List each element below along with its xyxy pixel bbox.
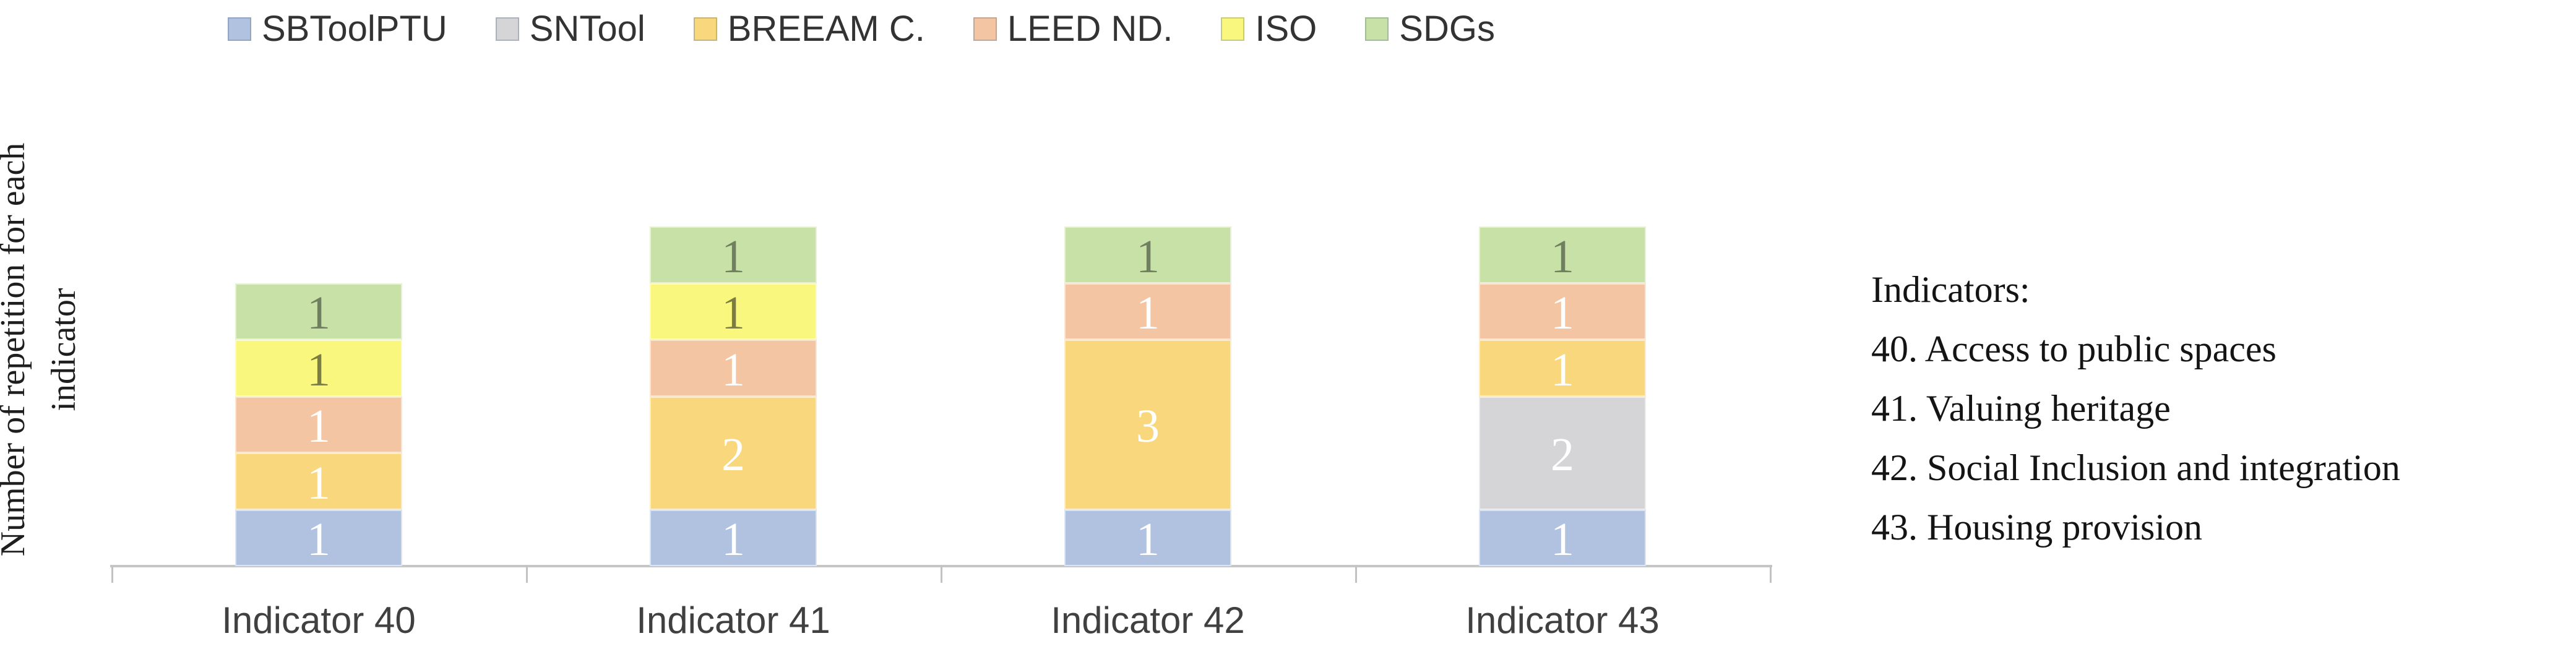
legend-swatch-icon [1365, 17, 1389, 41]
bar-value-label: 1 [307, 457, 330, 509]
legend-label: ISO [1255, 9, 1317, 49]
bar-value-label: 1 [307, 343, 330, 396]
legend-item: SNTool [495, 9, 645, 49]
indicator-note-item: 42. Social Inclusion and integration [1871, 447, 2400, 488]
bar-segment: 1 [1479, 283, 1646, 340]
bar-segment: 1 [235, 283, 402, 340]
legend-item: BREEAM C. [693, 9, 925, 49]
bar-value-label: 1 [722, 230, 745, 283]
bar-value-label: 3 [1136, 400, 1160, 453]
legend-swatch-icon [228, 17, 251, 41]
y-axis-title: Number of repetition for each indicator [0, 71, 91, 628]
bar-value-label: 2 [1551, 429, 1574, 481]
legend-label: SDGs [1399, 9, 1495, 49]
x-axis-tick [1770, 566, 1772, 583]
bar-segment: 1 [650, 509, 817, 566]
x-category-label: Indicator 41 [636, 600, 830, 641]
bar-segment: 1 [235, 509, 402, 566]
legend-label: SBToolPTU [262, 9, 447, 49]
indicator-note-title: Indicators: [1871, 269, 2030, 310]
bar-segment: 1 [1064, 509, 1231, 566]
x-axis-tick [941, 566, 942, 583]
bar-segment: 1 [235, 396, 402, 453]
legend-item: SDGs [1365, 11, 1495, 47]
x-category-label: Indicator 43 [1465, 600, 1660, 641]
indicator-note-items: 40. Access to public spaces 41. Valuing h… [1871, 319, 2400, 557]
bar-value-label: 1 [1551, 343, 1574, 396]
bar-segment: 1 [235, 340, 402, 397]
bar-segment: 1 [650, 340, 817, 397]
bar-value-label: 1 [1551, 287, 1574, 340]
bar-segment: 1 [1479, 340, 1646, 397]
bar-value-label: 1 [307, 287, 330, 340]
chart-legend: SBToolPTU SNTool BREEAM C. LEED ND. ISO SDGs [228, 11, 1495, 47]
bar-value-label: 1 [1136, 287, 1160, 340]
bar-value-label: 1 [307, 514, 330, 566]
bar-value-label: 1 [307, 400, 330, 453]
legend-label: BREEAM C. [727, 9, 925, 49]
indicator-note-item: 40. Access to public spaces [1871, 329, 2277, 369]
bar-segment: 1 [1064, 226, 1231, 283]
indicator-note-item: 43. Housing provision [1871, 507, 2203, 548]
bar-value-label: 1 [1551, 514, 1574, 566]
legend-label: LEED ND. [1007, 9, 1173, 49]
bar-value-label: 1 [722, 287, 745, 340]
legend-swatch-icon [1221, 17, 1245, 41]
indicator-note: Indicators: 40. Access to public spaces 4… [1871, 260, 2400, 557]
legend-swatch-icon [973, 17, 997, 41]
bar-segment: 3 [1064, 340, 1231, 510]
bar-segment: 1 [1064, 283, 1231, 340]
bar-segment: 1 [1479, 509, 1646, 566]
bar-segment: 1 [235, 453, 402, 510]
legend-label: SNTool [529, 9, 645, 49]
legend-item: ISO [1221, 11, 1317, 47]
bar-segment: 2 [1479, 396, 1646, 510]
bar-value-label: 2 [722, 429, 745, 481]
indicator-note-item: 41. Valuing heritage [1871, 388, 2171, 429]
legend-swatch-icon [693, 17, 717, 41]
bar-segment: 1 [650, 283, 817, 340]
bar-value-label: 1 [1136, 230, 1160, 283]
x-category-label: Indicator 42 [1051, 600, 1245, 641]
y-axis-title-text: Number of repetition for each indicator [0, 142, 83, 557]
bar-value-label: 1 [722, 343, 745, 396]
bar-segment: 1 [650, 226, 817, 283]
bar-segment: 1 [1479, 226, 1646, 283]
x-axis-tick [1355, 566, 1357, 583]
legend-swatch-icon [495, 17, 519, 41]
legend-item: SBToolPTU [228, 11, 447, 47]
x-category-label: Indicator 40 [222, 600, 416, 641]
bar-value-label: 1 [1551, 230, 1574, 283]
x-axis-tick [111, 566, 113, 583]
bar-value-label: 1 [722, 514, 745, 566]
x-axis-tick [526, 566, 528, 583]
bar-value-label: 1 [1136, 514, 1160, 566]
legend-item: LEED ND. [973, 11, 1173, 47]
bar-segment: 2 [650, 396, 817, 510]
